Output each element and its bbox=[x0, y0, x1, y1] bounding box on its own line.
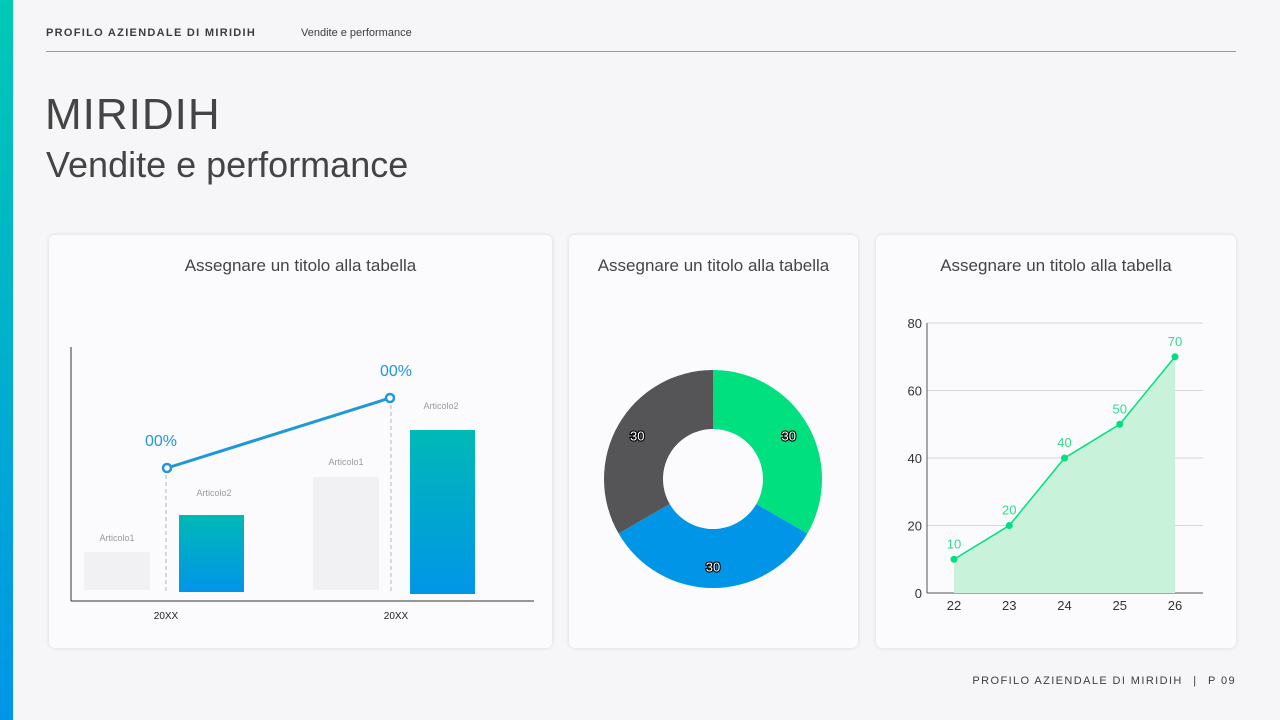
donut-slice-label-1: 30 bbox=[706, 560, 720, 575]
bar-articolo2-g1 bbox=[179, 515, 244, 592]
footer-separator: | bbox=[1193, 675, 1198, 687]
donut-chart-card: Assegnare un titolo alla tabella 30 30 30 bbox=[569, 235, 858, 648]
bar-label-articolo2-g2: Articolo2 bbox=[423, 401, 458, 411]
page-title: MIRIDIH bbox=[45, 90, 221, 139]
y-tick-label: 20 bbox=[908, 519, 922, 534]
data-label: 10 bbox=[947, 536, 961, 551]
data-label: 50 bbox=[1113, 401, 1127, 416]
header-divider bbox=[46, 51, 1236, 52]
footer-company: PROFILO AZIENDALE DI MIRIDIH bbox=[972, 675, 1183, 687]
trend-point-g2 bbox=[384, 392, 396, 404]
bar-chart-title: Assegnare un titolo alla tabella bbox=[184, 256, 417, 275]
trend-label-g2: 00% bbox=[380, 363, 412, 380]
data-point bbox=[1171, 353, 1179, 361]
data-point bbox=[1005, 522, 1013, 529]
x-tick-label: 23 bbox=[1002, 598, 1016, 613]
footer-page-number: P 09 bbox=[1207, 675, 1236, 687]
data-point bbox=[1116, 420, 1124, 428]
y-tick-label: 0 bbox=[915, 586, 922, 601]
x-tick-label: 24 bbox=[1057, 598, 1071, 613]
y-tick-label: 40 bbox=[908, 451, 922, 466]
data-label: 40 bbox=[1057, 435, 1071, 450]
trend-label-g1: 00% bbox=[145, 433, 177, 450]
page-subtitle: Vendite e performance bbox=[46, 144, 409, 185]
data-label: 70 bbox=[1168, 334, 1182, 349]
x-tick-label: 25 bbox=[1113, 598, 1127, 613]
bar-label-articolo1-g1: Articolo1 bbox=[99, 533, 134, 543]
data-point bbox=[950, 555, 958, 563]
x-tick-label: 22 bbox=[947, 598, 961, 613]
donut-slice-label-2: 30 bbox=[630, 428, 644, 443]
bar-label-articolo1-g2: Articolo1 bbox=[328, 457, 363, 467]
bar-articolo2-g2 bbox=[410, 430, 475, 594]
trend-point-g1 bbox=[161, 462, 173, 474]
area-chart: 0 20 40 60 80 10 22 20 23 40 24 50 25 70 26 bbox=[908, 316, 1203, 613]
bar-chart-card: Assegnare un titolo alla tabella Articol… bbox=[49, 235, 552, 648]
header-company: PROFILO AZIENDALE DI MIRIDIH bbox=[46, 27, 257, 39]
donut-slice-1 bbox=[618, 504, 808, 588]
x-tick-label-g1: 20XX bbox=[154, 611, 179, 622]
donut-slice-label-0: 30 bbox=[782, 428, 796, 443]
donut-chart-title: Assegnare un titolo alla tabella bbox=[597, 256, 830, 275]
donut-slice-2 bbox=[604, 370, 713, 534]
data-point bbox=[1061, 454, 1068, 462]
bar-articolo1-g1 bbox=[84, 552, 150, 590]
bar-label-articolo2-g1: Articolo2 bbox=[196, 488, 231, 498]
y-tick-label: 60 bbox=[908, 384, 922, 399]
trend-line bbox=[166, 396, 391, 470]
donut-slice-0 bbox=[713, 370, 822, 534]
bar-chart: Articolo1 Articolo2 Articolo1 Articolo2 … bbox=[70, 347, 534, 622]
area-fill bbox=[954, 356, 1175, 593]
header-section: Vendite e performance bbox=[301, 27, 412, 39]
bar-articolo1-g2 bbox=[313, 477, 379, 590]
x-tick-label-g2: 20XX bbox=[384, 611, 409, 622]
donut-chart: 30 30 30 bbox=[604, 370, 822, 588]
accent-bar bbox=[0, 0, 13, 720]
data-label: 20 bbox=[1002, 503, 1016, 518]
area-chart-card: Assegnare un titolo alla tabella 0 20 40 60… bbox=[876, 235, 1236, 648]
footer: PROFILO AZIENDALE DI MIRIDIH | P 09 bbox=[972, 675, 1236, 687]
area-chart-title: Assegnare un titolo alla tabella bbox=[940, 256, 1172, 275]
y-tick-label: 80 bbox=[908, 316, 922, 331]
x-tick-label: 26 bbox=[1168, 598, 1182, 613]
